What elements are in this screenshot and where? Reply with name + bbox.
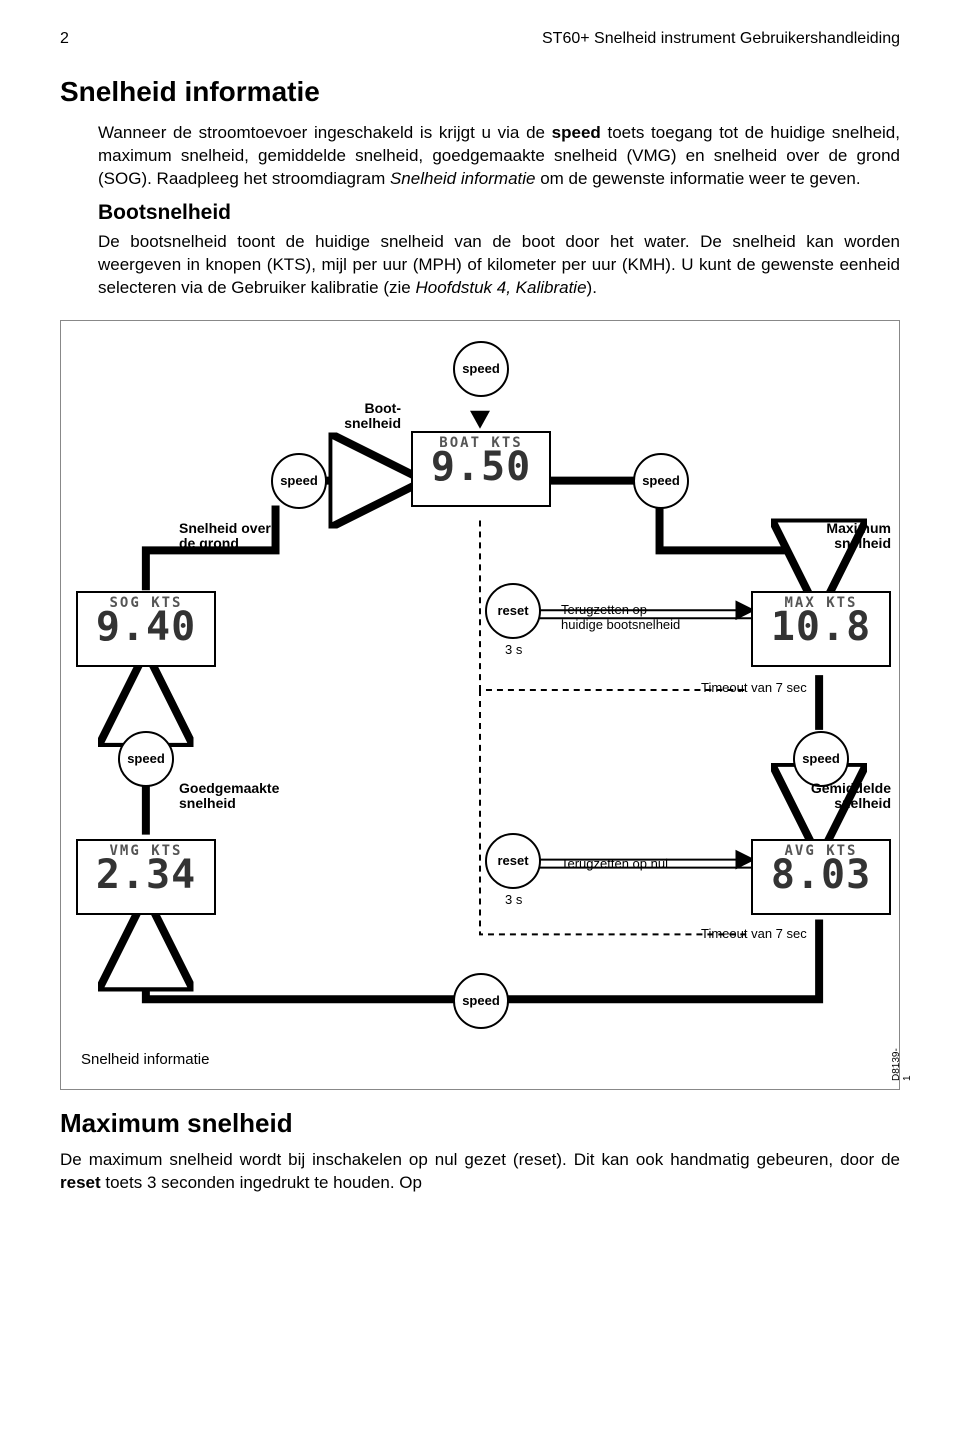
speed-button[interactable]: speed bbox=[453, 341, 509, 397]
button-label: speed bbox=[127, 751, 165, 766]
button-label: reset bbox=[497, 603, 528, 618]
lcd-value: 10.8 bbox=[753, 607, 889, 647]
button-label: reset bbox=[497, 853, 528, 868]
button-label: speed bbox=[642, 473, 680, 488]
note-3s: 3 s bbox=[505, 893, 522, 908]
label-avg: Gemiddelde snelheid bbox=[751, 781, 891, 812]
lcd-value: 9.40 bbox=[78, 607, 214, 647]
diagram-footer: Snelheid informatie bbox=[81, 1051, 209, 1068]
speed-button[interactable]: speed bbox=[633, 453, 689, 509]
button-label: speed bbox=[462, 361, 500, 376]
lcd-value: 8.03 bbox=[753, 855, 889, 895]
lcd-boat: BOAT KTS 9.50 bbox=[411, 431, 551, 507]
lcd-sog: SOG KTS 9.40 bbox=[76, 591, 216, 667]
button-label: speed bbox=[280, 473, 318, 488]
text-bold: reset bbox=[60, 1173, 101, 1192]
boot-paragraph: De bootsnelheid toont de huidige snelhei… bbox=[98, 231, 900, 300]
text-italic: Hoofdstuk 4, Kalibratie bbox=[415, 278, 586, 297]
note-reset-zero: Terugzetten op nul bbox=[561, 857, 668, 872]
text: om de gewenste informatie weer te geven. bbox=[536, 169, 861, 188]
button-label: speed bbox=[462, 993, 500, 1008]
reset-button[interactable]: reset bbox=[485, 583, 541, 639]
max-heading: Maximum snelheid bbox=[60, 1108, 900, 1139]
note-reset-boot: Terugzetten op huidige bootsnelheid bbox=[561, 603, 680, 633]
text: ). bbox=[587, 278, 597, 297]
flow-diagram: speed speed speed speed speed speed rese… bbox=[60, 320, 900, 1090]
text: De maximum snelheid wordt bij inschakele… bbox=[60, 1150, 900, 1169]
lcd-value: 2.34 bbox=[78, 855, 214, 895]
speed-button[interactable]: speed bbox=[118, 731, 174, 787]
section-heading: Snelheid informatie bbox=[60, 76, 900, 108]
text: Wanneer de stroomtoevoer ingeschakeld is… bbox=[98, 123, 552, 142]
reset-button[interactable]: reset bbox=[485, 833, 541, 889]
label-sog: Snelheid over de grond bbox=[179, 521, 271, 552]
note-timeout: Timeout van 7 sec bbox=[701, 927, 807, 942]
doc-title: ST60+ Snelheid instrument Gebruikershand… bbox=[542, 30, 900, 48]
button-label: speed bbox=[802, 751, 840, 766]
lcd-value: 9.50 bbox=[413, 447, 549, 487]
label-boot: Boot- snelheid bbox=[341, 401, 401, 432]
lcd-max: MAX KTS 10.8 bbox=[751, 591, 891, 667]
text-italic: Snelheid informatie bbox=[390, 169, 536, 188]
note-3s: 3 s bbox=[505, 643, 522, 658]
speed-button[interactable]: speed bbox=[793, 731, 849, 787]
diagram-code: D8139-1 bbox=[891, 1048, 913, 1081]
max-paragraph: De maximum snelheid wordt bij inschakele… bbox=[60, 1149, 900, 1195]
text: toets 3 seconden ingedrukt te houden. Op bbox=[101, 1173, 422, 1192]
label-vmg: Goedgemaakte snelheid bbox=[179, 781, 279, 812]
lcd-avg: AVG KTS 8.03 bbox=[751, 839, 891, 915]
label-max: Maximum snelheid bbox=[751, 521, 891, 552]
lcd-vmg: VMG KTS 2.34 bbox=[76, 839, 216, 915]
page-number: 2 bbox=[60, 30, 69, 48]
text-bold: speed bbox=[552, 123, 601, 142]
note-timeout: Timeout van 7 sec bbox=[701, 681, 807, 696]
boot-heading: Bootsnelheid bbox=[98, 201, 900, 225]
speed-button[interactable]: speed bbox=[453, 973, 509, 1029]
intro-paragraph: Wanneer de stroomtoevoer ingeschakeld is… bbox=[98, 122, 900, 191]
page-header: 2 ST60+ Snelheid instrument Gebruikersha… bbox=[60, 30, 900, 48]
speed-button[interactable]: speed bbox=[271, 453, 327, 509]
